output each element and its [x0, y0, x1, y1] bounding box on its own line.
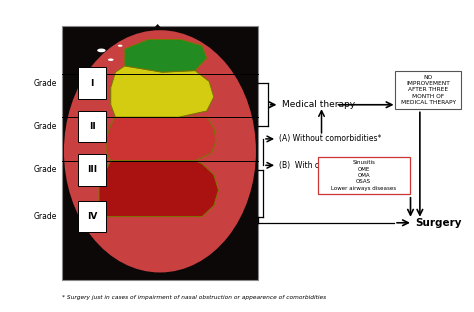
Polygon shape — [125, 40, 207, 72]
FancyBboxPatch shape — [62, 26, 258, 280]
Text: (A) Without comorbidities*: (A) Without comorbidities* — [279, 134, 382, 144]
Text: II: II — [89, 122, 95, 131]
Text: Surgery: Surgery — [415, 218, 462, 228]
Polygon shape — [99, 161, 219, 217]
Text: NO
IMPROVEMENT
AFTER THREE
MONTH OF
MEDICAL THERAPY: NO IMPROVEMENT AFTER THREE MONTH OF MEDI… — [401, 75, 456, 105]
Polygon shape — [106, 117, 216, 161]
Text: III: III — [87, 165, 97, 174]
Text: Grade: Grade — [34, 165, 57, 174]
Polygon shape — [153, 24, 162, 29]
Text: I: I — [91, 79, 94, 87]
Text: Grade: Grade — [34, 79, 57, 87]
Ellipse shape — [118, 45, 122, 47]
Ellipse shape — [108, 58, 114, 61]
FancyBboxPatch shape — [78, 201, 106, 232]
Text: * Surgery just in cases of impairment of nasal obstruction or appearence of como: * Surgery just in cases of impairment of… — [62, 295, 326, 300]
Text: (B)  With comorbidities: (B) With comorbidities — [279, 161, 367, 170]
Ellipse shape — [97, 49, 106, 52]
FancyBboxPatch shape — [78, 67, 106, 99]
FancyBboxPatch shape — [78, 111, 106, 142]
Text: Grade: Grade — [34, 212, 57, 221]
Text: Medical therapy: Medical therapy — [282, 100, 355, 109]
Text: Sinusitis
OME
OMA
OSAS
Lower airways diseases: Sinusitis OME OMA OSAS Lower airways dis… — [331, 160, 396, 191]
FancyBboxPatch shape — [318, 157, 410, 194]
Text: IV: IV — [87, 212, 97, 221]
Ellipse shape — [64, 30, 256, 272]
Text: Grade: Grade — [34, 122, 57, 131]
Polygon shape — [111, 66, 214, 117]
FancyBboxPatch shape — [395, 71, 461, 109]
FancyBboxPatch shape — [78, 154, 106, 186]
